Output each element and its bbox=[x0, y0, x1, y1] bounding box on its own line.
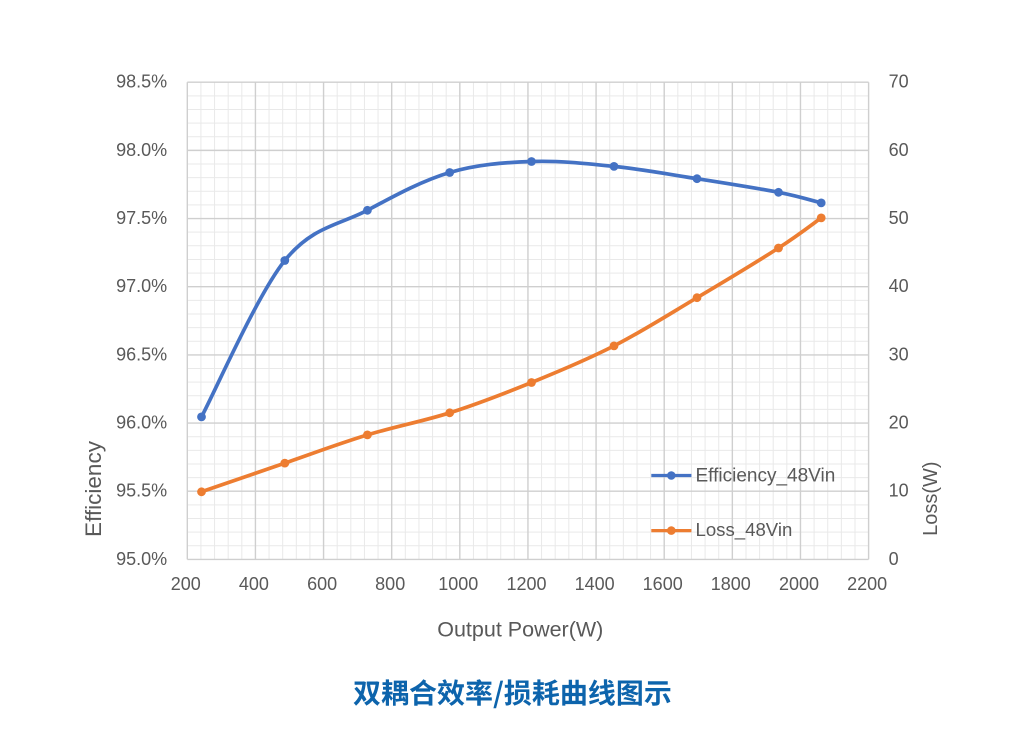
svg-text:50: 50 bbox=[889, 208, 909, 228]
svg-text:97.5%: 97.5% bbox=[116, 208, 167, 228]
svg-text:98.0%: 98.0% bbox=[116, 140, 167, 160]
svg-text:97.0%: 97.0% bbox=[116, 276, 167, 296]
svg-text:30: 30 bbox=[889, 344, 909, 364]
svg-text:200: 200 bbox=[171, 574, 201, 594]
svg-text:1600: 1600 bbox=[643, 574, 683, 594]
svg-text:600: 600 bbox=[307, 574, 337, 594]
svg-text:98.5%: 98.5% bbox=[116, 72, 167, 92]
svg-text:1800: 1800 bbox=[711, 574, 751, 594]
svg-text:1400: 1400 bbox=[575, 574, 615, 594]
svg-text:40: 40 bbox=[889, 276, 909, 296]
svg-text:Loss_48Vin: Loss_48Vin bbox=[696, 519, 793, 541]
svg-text:Output Power(W): Output Power(W) bbox=[437, 618, 603, 642]
svg-text:96.0%: 96.0% bbox=[116, 413, 167, 433]
svg-text:70: 70 bbox=[889, 72, 909, 92]
svg-text:800: 800 bbox=[375, 574, 405, 594]
svg-text:60: 60 bbox=[889, 140, 909, 160]
svg-text:Loss(W): Loss(W) bbox=[920, 461, 942, 535]
svg-text:1200: 1200 bbox=[506, 574, 546, 594]
svg-text:2000: 2000 bbox=[779, 574, 819, 594]
svg-text:1000: 1000 bbox=[438, 574, 478, 594]
svg-text:10: 10 bbox=[889, 481, 909, 501]
svg-text:Efficiency_48Vin: Efficiency_48Vin bbox=[696, 465, 836, 486]
svg-text:96.5%: 96.5% bbox=[116, 344, 167, 364]
svg-text:Efficiency: Efficiency bbox=[81, 440, 106, 537]
svg-text:95.5%: 95.5% bbox=[116, 481, 167, 501]
svg-text:20: 20 bbox=[889, 413, 909, 433]
svg-text:95.0%: 95.0% bbox=[116, 549, 167, 569]
svg-text:0: 0 bbox=[889, 549, 899, 569]
svg-text:400: 400 bbox=[239, 574, 269, 594]
svg-text:2200: 2200 bbox=[847, 574, 887, 594]
